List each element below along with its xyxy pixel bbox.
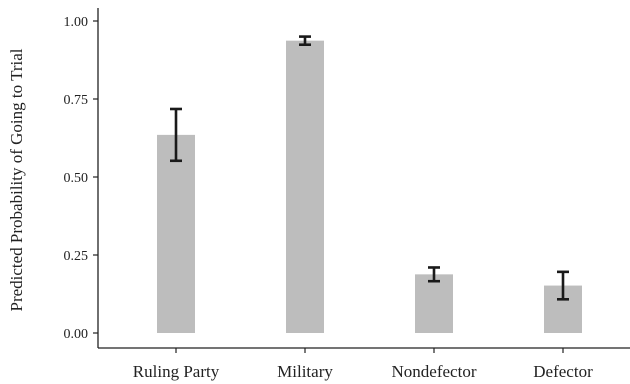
- bar: [286, 40, 324, 333]
- y-tick-label: 0.75: [64, 93, 89, 108]
- error-bar: [299, 35, 311, 47]
- x-tick-label: Nondefector: [392, 362, 477, 381]
- bar: [415, 274, 453, 333]
- error-bar: [557, 270, 569, 301]
- x-tick-label: Ruling Party: [133, 362, 220, 381]
- bar: [157, 134, 195, 333]
- y-tick-label: 0.25: [64, 249, 89, 264]
- x-tick-label: Military: [277, 362, 333, 381]
- x-tick-label: Defector: [533, 362, 593, 381]
- x-axis-categories: Ruling Party Military Nondefector Defector: [133, 348, 593, 381]
- y-axis-title: Predicted Probability of Going to Trial: [7, 48, 26, 311]
- bars: [157, 40, 582, 333]
- y-tick-label: 1.00: [64, 15, 89, 30]
- y-tick-label: 0.50: [64, 171, 89, 186]
- y-tick-label: 0.00: [64, 327, 89, 342]
- y-axis-ticks: 0.00 0.25 0.50 0.75 1.00: [64, 15, 98, 342]
- error-bars: [170, 35, 569, 301]
- error-bar: [428, 266, 440, 283]
- error-bar: [170, 107, 182, 163]
